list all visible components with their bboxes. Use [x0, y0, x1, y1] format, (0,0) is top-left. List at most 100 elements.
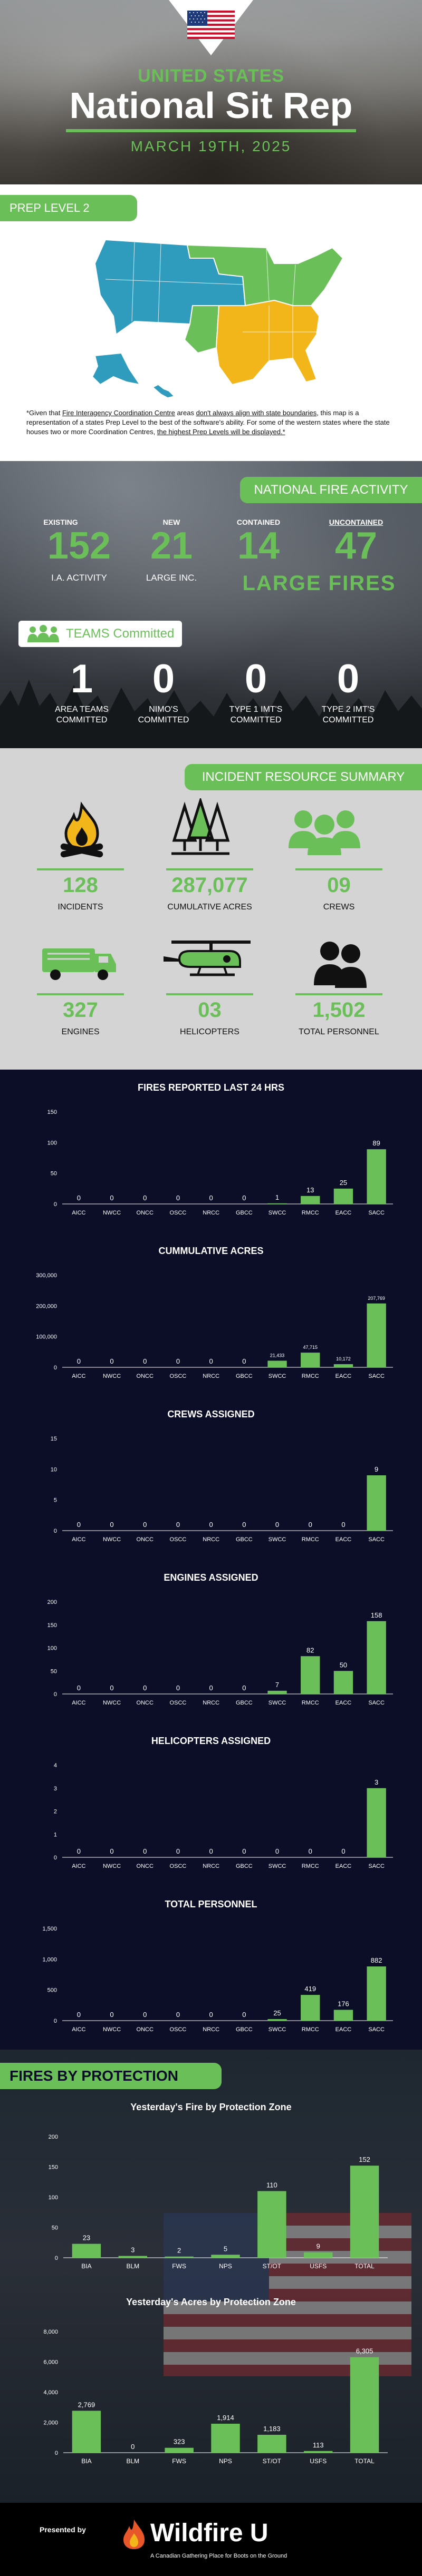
- bar-total: [350, 2166, 379, 2258]
- x-tick-label: OSCC: [170, 2026, 187, 2033]
- chart-title: Yesterday's Fire by Protection Zone: [130, 2102, 291, 2112]
- y-tick-label: 200: [47, 1599, 57, 1605]
- y-tick-label: 4: [54, 1762, 57, 1769]
- data-label: 13: [306, 1186, 314, 1194]
- x-tick-label: EACC: [335, 1210, 352, 1216]
- x-tick-label: OSCC: [170, 1700, 187, 1706]
- data-label: 158: [371, 1611, 382, 1619]
- x-tick-label: BLM: [126, 2262, 139, 2270]
- summary-value-acres: 287,077: [171, 874, 248, 897]
- presented-by-label: Presented by: [40, 2525, 86, 2534]
- data-label: 0: [209, 1684, 213, 1692]
- bar-eacc: [333, 1364, 353, 1367]
- x-tick-label: TOTAL: [354, 2262, 375, 2270]
- data-label: 0: [143, 2011, 147, 2019]
- x-tick-label: AICC: [72, 1373, 85, 1379]
- x-tick-label: NPS: [219, 2457, 232, 2465]
- bar-total: [350, 2357, 379, 2453]
- y-tick-label: 8,000: [43, 2329, 58, 2335]
- team-value-type1: 0: [244, 657, 267, 701]
- y-tick-label: 1,000: [42, 1956, 57, 1963]
- data-label: 0: [341, 1847, 345, 1855]
- bar-usfs: [303, 2451, 333, 2453]
- x-tick-label: NWCC: [103, 1536, 121, 1543]
- helicopters-assigned-chart: HELICOPTERS ASSIGNED 0 1 2 3 4 0 AICC 0 NWCC 0 ONCC…: [54, 1736, 393, 1869]
- total-personnel-chart: TOTAL PERSONNEL 0 500 1,000 1,500 0 AICC 0 NWCC 0…: [42, 1899, 393, 2033]
- chart-title: FIRES REPORTED LAST 24 HRS: [138, 1082, 284, 1093]
- chart-title: CREWS ASSIGNED: [167, 1409, 254, 1419]
- x-tick-label: ST/OT: [263, 2262, 282, 2270]
- x-tick-label: OSCC: [170, 1536, 187, 1543]
- y-tick-label: 10: [51, 1466, 57, 1473]
- x-tick-label: RMCC: [302, 1700, 319, 1706]
- y-tick-label: 150: [47, 1109, 57, 1115]
- data-label: 0: [209, 2011, 213, 2019]
- bar-fws: [165, 2447, 194, 2453]
- data-label: 1,183: [263, 2425, 281, 2433]
- data-label: 110: [266, 2181, 277, 2189]
- data-label: 152: [359, 2156, 370, 2163]
- y-tick-label: 50: [51, 1668, 57, 1674]
- national-fire-activity-section: NATIONAL FIRE ACTIVITY EXISTING NEW CONT…: [0, 461, 422, 748]
- trees-icon: [171, 798, 230, 855]
- bar-bia: [72, 2411, 101, 2453]
- data-label: 0: [143, 1357, 147, 1365]
- y-tick-label: 100,000: [36, 1334, 57, 1340]
- data-label: 0: [242, 1847, 246, 1855]
- data-label: 0: [77, 1684, 81, 1692]
- summary-caption-crews: CREWS: [323, 903, 355, 912]
- x-tick-label: FWS: [172, 2457, 186, 2465]
- bar-eacc: [333, 1671, 353, 1694]
- team-value-nimo: 0: [152, 657, 175, 701]
- x-tick-label: SWCC: [268, 1373, 286, 1379]
- x-tick-label: RMCC: [302, 1536, 319, 1543]
- bar-nps: [211, 2255, 240, 2258]
- data-label: 7: [275, 1681, 279, 1689]
- us-flag-icon: [187, 11, 235, 39]
- data-label: 0: [77, 2011, 81, 2019]
- x-tick-label: BIA: [81, 2457, 91, 2465]
- note-part-link: Fire Interagency Coordination Centre: [62, 409, 175, 417]
- hero-banner: UNITED STATES National Sit Rep MARCH 19T…: [0, 0, 422, 184]
- data-label: 0: [176, 1684, 180, 1692]
- x-tick-label: AICC: [72, 1700, 85, 1706]
- summary-caption-engines: ENGINES: [61, 1027, 100, 1036]
- map-region-green-north: [186, 244, 344, 307]
- summary-value-incidents: 128: [63, 874, 98, 897]
- data-label: 21,433: [270, 1353, 285, 1358]
- data-label: 0: [242, 1684, 246, 1692]
- data-label: 0: [143, 1521, 147, 1529]
- summary-divider: [295, 868, 382, 870]
- x-tick-label: NRCC: [203, 1863, 219, 1869]
- y-tick-label: 0: [54, 1855, 57, 1861]
- data-label: 23: [83, 2234, 90, 2242]
- summary-divider: [37, 868, 124, 870]
- team-value-area: 1: [70, 657, 93, 701]
- bar-fws: [165, 2256, 194, 2258]
- x-tick-label: BIA: [81, 2262, 91, 2270]
- data-label: 0: [209, 1357, 213, 1365]
- map-alaska: [91, 352, 141, 386]
- x-tick-label: NRCC: [203, 1373, 219, 1379]
- x-tick-label: AICC: [72, 2026, 85, 2033]
- data-label: 882: [371, 1956, 382, 1964]
- x-tick-label: ONCC: [137, 1863, 154, 1869]
- bar-swcc: [267, 1690, 287, 1694]
- y-tick-label: 0: [55, 2450, 58, 2456]
- y-tick-label: 100: [49, 2195, 58, 2201]
- y-tick-label: 100: [47, 1645, 57, 1652]
- bar-sacc: [367, 1621, 386, 1694]
- data-label: 207,769: [368, 1296, 385, 1301]
- brand-tagline: A Canadian Gathering Place for Boots on …: [150, 2553, 287, 2559]
- chart-title: ENGINES ASSIGNED: [164, 1572, 258, 1583]
- map-region-yellow: [215, 299, 320, 386]
- stat-label-uncontained: UNCONTAINED: [329, 518, 383, 526]
- y-tick-label: 0: [54, 2018, 57, 2024]
- data-label: 9: [316, 2242, 320, 2250]
- x-tick-label: NWCC: [103, 1863, 121, 1869]
- helicopter-icon: [164, 941, 251, 976]
- data-label: 0: [110, 1847, 113, 1855]
- y-tick-label: 15: [51, 1436, 57, 1442]
- prep-map-disclaimer: *Given that Fire Interagency Coordinatio…: [26, 408, 396, 437]
- team-caption-type1: TYPE 1 IMT'S COMMITTED: [229, 705, 283, 724]
